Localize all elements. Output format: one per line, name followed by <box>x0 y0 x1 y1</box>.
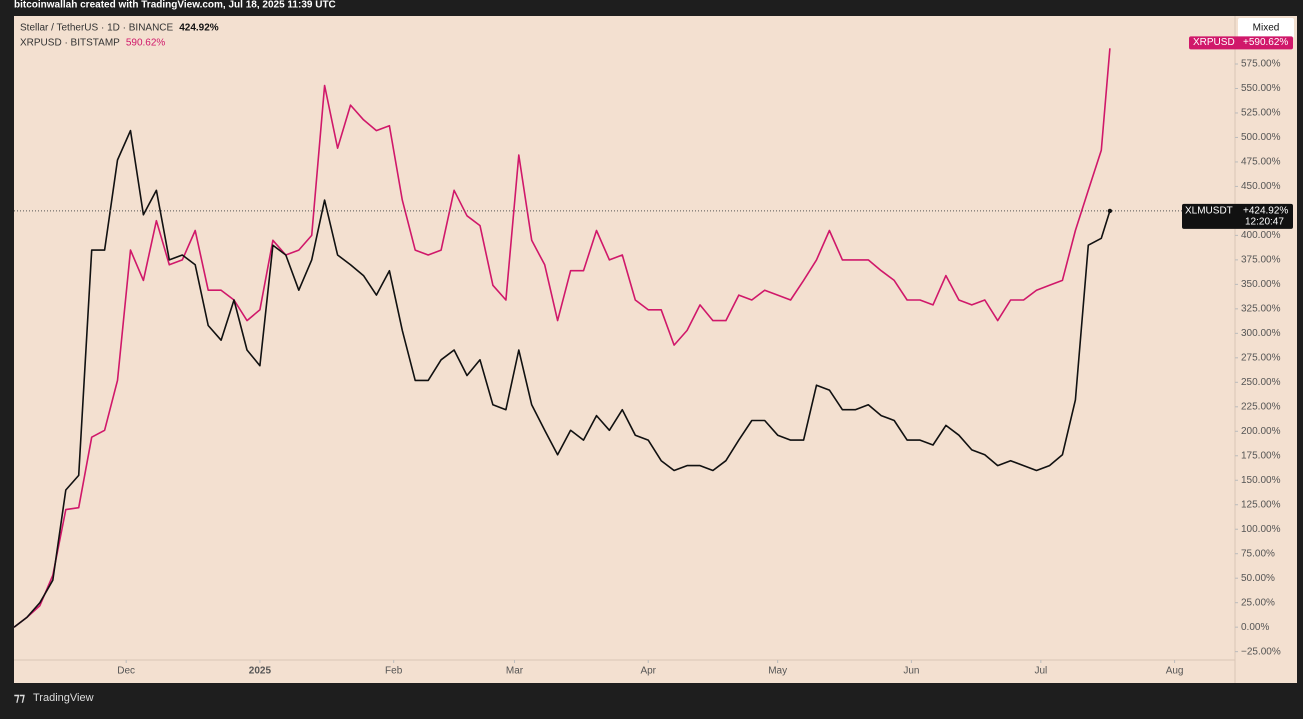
x-tick-label: May <box>768 666 787 677</box>
y-tick-label: 575.00% <box>1241 59 1281 70</box>
tag-name: XRPUSD <box>1193 37 1235 48</box>
y-tick-label: 225.00% <box>1241 401 1281 412</box>
y-tick-label: 0.00% <box>1241 622 1269 633</box>
legend-value: 424.92% <box>179 23 219 34</box>
price-tag <box>1182 203 1293 229</box>
last-point <box>1107 208 1113 214</box>
y-tick-label: 50.00% <box>1241 573 1275 584</box>
x-tick-label: Apr <box>640 666 656 677</box>
y-tick-label: 450.00% <box>1241 181 1281 192</box>
mode-label[interactable]: Mixed <box>1253 23 1280 34</box>
price-axis <box>1235 16 1297 683</box>
x-tick-label: Jul <box>1034 666 1047 677</box>
x-tick-label: Feb <box>385 666 403 677</box>
x-tick-label: Dec <box>117 666 135 677</box>
x-tick-label: Aug <box>1166 666 1184 677</box>
y-tick-label: 25.00% <box>1241 597 1275 608</box>
y-tick-label: 275.00% <box>1241 352 1281 363</box>
y-tick-label: 525.00% <box>1241 108 1281 119</box>
tag-name: XLMUSDT <box>1185 206 1233 217</box>
y-tick-label: 150.00% <box>1241 475 1281 486</box>
y-tick-label: 550.00% <box>1241 83 1281 94</box>
x-tick-label: 2025 <box>249 666 272 677</box>
brand-logo: ⁊⁊ <box>14 692 25 704</box>
series-line <box>13 129 1111 628</box>
y-tick-label: 175.00% <box>1241 450 1281 461</box>
y-tick-label: 125.00% <box>1241 499 1281 510</box>
y-tick-label: 100.00% <box>1241 524 1281 535</box>
y-tick-label: −25.00% <box>1241 646 1281 657</box>
y-tick-label: 200.00% <box>1241 426 1281 437</box>
y-tick-label: 250.00% <box>1241 377 1281 388</box>
y-tick-label: 475.00% <box>1241 157 1281 168</box>
y-tick-label: 400.00% <box>1241 230 1281 241</box>
y-tick-label: 325.00% <box>1241 303 1281 314</box>
y-tick-label: 350.00% <box>1241 279 1281 290</box>
brand: TradingView <box>33 692 94 704</box>
header: bitcoinwallah created with TradingView.c… <box>14 0 336 11</box>
y-tick-label: 75.00% <box>1241 548 1275 559</box>
x-tick-label: Mar <box>506 666 524 677</box>
tag-value: +424.92% <box>1243 206 1288 217</box>
x-tick-label: Jun <box>903 666 919 677</box>
y-tick-label: 375.00% <box>1241 255 1281 266</box>
plot-area <box>14 16 1235 683</box>
mode-button[interactable] <box>1238 18 1294 38</box>
y-tick-label: 300.00% <box>1241 328 1281 339</box>
y-tick-label: 500.00% <box>1241 132 1281 143</box>
price-tag <box>1189 36 1293 50</box>
legend-name: XRPUSD · BITSTAMP <box>20 38 120 49</box>
legend-name: Stellar / TetherUS · 1D · BINANCE <box>20 23 174 34</box>
legend-value: 590.62% <box>126 38 166 49</box>
tag-value: +590.62% <box>1243 37 1288 48</box>
tag-time: 12:20:47 <box>1245 217 1284 228</box>
series-line <box>13 48 1111 628</box>
